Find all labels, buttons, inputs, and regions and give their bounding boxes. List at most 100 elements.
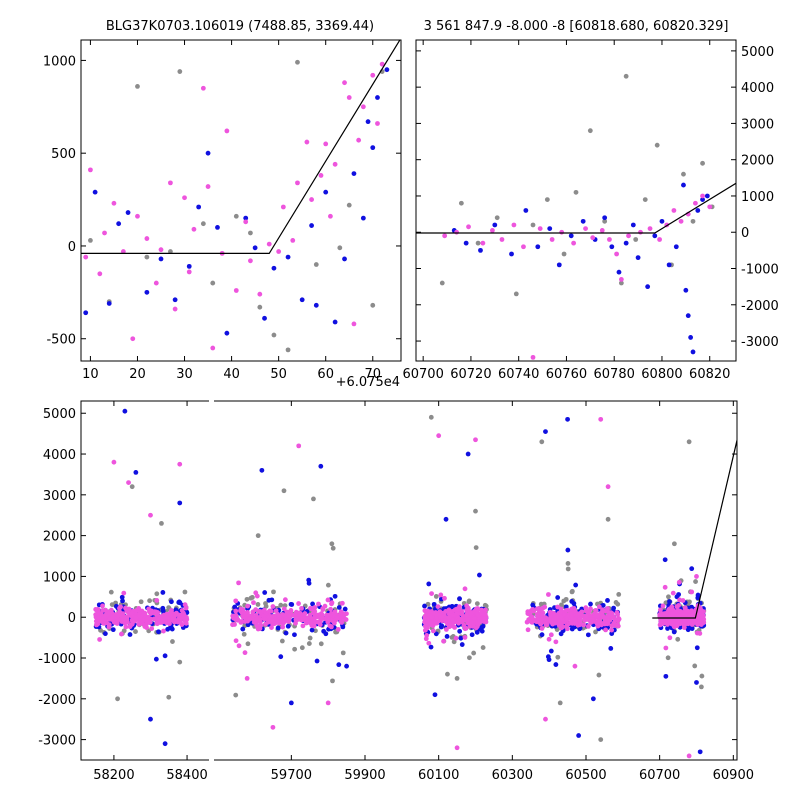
blue-point: [479, 628, 485, 634]
pink-point: [276, 614, 282, 620]
pink-point: [247, 616, 253, 622]
pink-point: [325, 700, 331, 706]
pink-point: [184, 615, 189, 620]
y-tick-label: -3000: [38, 734, 76, 749]
grey-point: [605, 516, 611, 522]
blue-point: [576, 733, 582, 738]
grey-point: [233, 692, 239, 698]
blue-point: [92, 189, 98, 195]
grey-point: [565, 561, 571, 566]
pink-point: [129, 610, 135, 616]
blue-point: [176, 599, 182, 605]
pink-point: [676, 579, 682, 585]
blue-point: [433, 631, 439, 637]
pink-point: [670, 590, 676, 596]
grey-point: [329, 541, 335, 547]
blue-point: [306, 577, 312, 583]
blue-point: [370, 145, 376, 151]
grey-point: [466, 598, 472, 604]
pink-point: [282, 597, 288, 603]
blue-point: [426, 581, 432, 587]
x-tick-label: 20: [129, 367, 146, 382]
pink-point: [140, 610, 146, 616]
pink-point: [422, 627, 428, 633]
pink-point: [454, 745, 460, 751]
pink-point: [120, 249, 126, 254]
blue-point: [196, 204, 202, 210]
pink-point: [572, 621, 578, 626]
x-tick-label: 60: [317, 367, 334, 382]
pink-point: [699, 613, 705, 619]
pink-point: [585, 623, 591, 629]
pink-point: [694, 574, 699, 579]
x-tick-label: 60900: [713, 768, 754, 783]
grey-point: [154, 591, 160, 597]
grey-point: [482, 602, 488, 608]
pink-point: [236, 643, 242, 649]
blue-point: [535, 244, 541, 250]
blue-point: [465, 451, 471, 457]
pink-point: [438, 592, 444, 598]
blue-point: [694, 680, 699, 685]
pink-point: [605, 606, 610, 611]
axes-frame: [80, 39, 402, 362]
blue-point: [342, 606, 348, 612]
blue-point: [689, 566, 695, 572]
pink-point: [262, 616, 268, 622]
pink-point: [153, 280, 159, 286]
pink-point: [425, 608, 431, 614]
chart-top-left: BLG37K0703.106019 (7488.85, 3369.44) +6.…: [43, 19, 402, 390]
blue-point: [266, 597, 272, 603]
blue-point: [565, 416, 570, 422]
pink-point: [537, 226, 543, 232]
pink-point: [167, 621, 172, 627]
blue-point: [553, 662, 559, 667]
pink-point: [436, 433, 442, 439]
x-tick-label: 60800: [641, 367, 682, 382]
pink-point: [288, 608, 294, 613]
axes-frame: [214, 400, 738, 761]
pink-point: [177, 461, 183, 467]
pink-point: [328, 213, 333, 219]
pink-point: [663, 645, 669, 651]
pink-point: [320, 615, 325, 621]
pink-point: [530, 354, 536, 360]
grey-point: [271, 589, 276, 595]
pink-point: [571, 605, 577, 611]
pink-point: [671, 624, 677, 630]
blue-point: [565, 547, 571, 553]
model-line: [416, 182, 736, 234]
grey-point: [233, 213, 239, 219]
x-tick-label: 60780: [594, 367, 635, 382]
grey-point: [439, 280, 445, 286]
pink-point: [168, 612, 174, 618]
pink-point: [97, 637, 103, 642]
blue-point: [439, 623, 445, 629]
pink-point: [480, 240, 486, 246]
pink-point: [300, 623, 306, 629]
grey-point: [559, 602, 564, 608]
blue-point: [585, 632, 591, 638]
blue-point: [119, 594, 125, 600]
pink-point: [130, 336, 136, 342]
blue-point: [523, 208, 529, 213]
pink-point: [596, 620, 602, 626]
blue-point: [609, 244, 615, 250]
x-tick-label: 50: [270, 367, 287, 382]
grey-point: [135, 83, 140, 89]
pink-point: [191, 226, 197, 232]
pink-point: [443, 608, 449, 614]
pink-point: [379, 61, 385, 67]
blue-point: [543, 429, 548, 434]
grey-point: [587, 128, 593, 134]
pink-point: [117, 605, 122, 611]
pink-point: [161, 628, 166, 634]
pink-point: [257, 291, 263, 297]
grey-point: [654, 142, 660, 148]
pink-point: [638, 229, 643, 235]
pink-point: [452, 625, 458, 630]
blue-point: [539, 632, 545, 638]
y-tick-label: 5000: [43, 407, 76, 422]
blue-point: [259, 467, 265, 473]
blue-point: [106, 301, 112, 306]
